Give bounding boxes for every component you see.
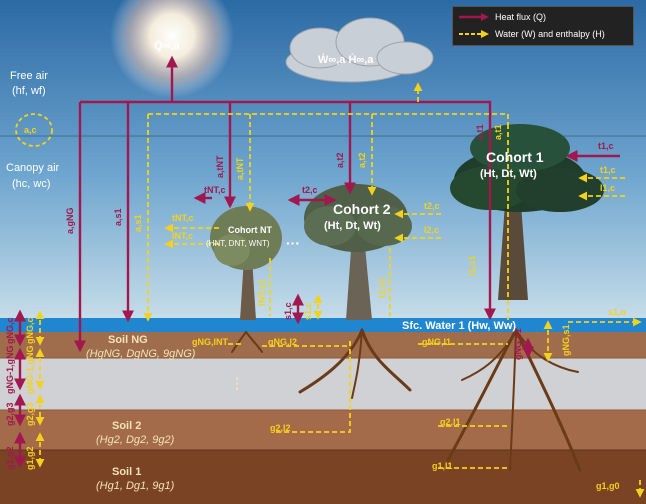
- canopy-air-state: (hc, wc): [12, 178, 51, 190]
- flux-a-t1: a,t1: [475, 124, 485, 140]
- legend: Heat flux (Q) Water (W) and enthalpy (H): [452, 6, 634, 46]
- flux-s1-c: s1,c: [283, 302, 293, 320]
- cohort-nt-tree: [210, 206, 282, 320]
- soil-middle-layer: [0, 358, 646, 410]
- flux-s1-c-water: s1,c: [303, 302, 313, 320]
- flux-gng-l2: gNG,l2: [268, 337, 298, 347]
- flux-lnt-c: lNT,c: [172, 231, 194, 241]
- soil-ng-name: Soil NG: [108, 334, 148, 346]
- flux-tnt-c-water: tNT,c: [172, 213, 194, 223]
- legend-water: Water (W) and enthalpy (H): [459, 29, 605, 39]
- cohort-nt-name: Cohort NT: [228, 225, 272, 235]
- flux-l2-c: l2,c: [424, 225, 440, 235]
- flux-gng-lnt: gNG,lNT: [192, 337, 228, 347]
- heat-flux-lines: [14, 55, 620, 469]
- flux-g1-g2: g1,g2: [5, 446, 15, 470]
- surface-water-label: Sfc. Water 1 (Hw, Ww): [402, 320, 517, 332]
- flux-gng-s1-water: gNG,s1: [561, 324, 571, 356]
- cohort-1-state: (Ht, Dt, Wt): [480, 168, 537, 180]
- flux-g1-l1: g1,l1: [432, 461, 453, 471]
- soil-2-layer: [0, 410, 646, 450]
- heat-arrow-icon: [459, 13, 489, 21]
- flux-gng-l1: gNG,l1: [422, 337, 452, 347]
- flux-gng-gng1: gNG-1,gNG: [5, 345, 15, 395]
- soil-ng-layer: [0, 332, 646, 358]
- flux-a-t2-water: a,t2: [357, 152, 367, 168]
- sun-icon: [110, 0, 234, 98]
- soil-1-state: (Hg1, Dg1, 9g1): [96, 480, 175, 492]
- flux-a-s1: a,s1: [113, 208, 123, 226]
- flux-t1-c: t1,c: [598, 141, 614, 151]
- flux-s1-o: s1,o: [608, 307, 627, 317]
- flux-l1-c: l1,c: [600, 183, 616, 193]
- cohort-1-tree: [450, 124, 604, 300]
- flux-a-s1-water: a,s1: [133, 214, 143, 232]
- cloud-flux-label: Ẇ∞,a Ḣ∞,a: [318, 54, 374, 66]
- flux-a-gng: a,gNG: [65, 207, 75, 234]
- water-flux-lines: [15, 82, 645, 498]
- free-air-state: (hf, wf): [12, 85, 46, 97]
- cohort-1-name: Cohort 1: [486, 149, 544, 165]
- flux-tnt-c: tNT,c: [204, 185, 226, 195]
- flux-g1-g2-water: g1,g2: [25, 446, 35, 470]
- flux-tnt-s1: tNT,s1: [257, 279, 267, 306]
- soil-ng-state: (HgNG, DgNG, 9gNG): [86, 348, 196, 360]
- cohort-2-name: Cohort 2: [333, 201, 391, 217]
- soil-2-name: Soil 2: [112, 420, 142, 432]
- flux-gng-s1: gNG,s1: [513, 328, 523, 360]
- flux-t2-c: t2,c: [302, 185, 318, 195]
- flux-t2-c-water: t2,c: [424, 201, 440, 211]
- legend-heat: Heat flux (Q): [459, 12, 546, 22]
- flux-g2-l1: g2,l1: [440, 417, 461, 427]
- flux-gng-gng1-water: gNG-1,gNG: [25, 345, 35, 395]
- surface-water-layer: [0, 318, 646, 332]
- cloud-icon: [285, 17, 434, 83]
- air-exchange-label: a,c: [24, 125, 37, 135]
- flux-t1-c-water: t1,c: [600, 165, 616, 175]
- soil-1-name: Soil 1: [112, 466, 142, 478]
- flux-g2-g3: g2,g3: [5, 402, 15, 426]
- flux-g1-g0: g1,g0: [596, 481, 620, 491]
- flux-a-t1-water: a,t1: [493, 124, 503, 140]
- legend-water-label: Water (W) and enthalpy (H): [495, 29, 605, 39]
- sun-flux-label: Q̇∞,a: [154, 40, 180, 52]
- free-air-title: Free air: [10, 70, 48, 82]
- water-arrow-icon: [459, 30, 489, 38]
- flux-t2-s1: t2,s1: [377, 277, 387, 298]
- cohort-nt-state: (HNT, DNT, WNT): [206, 239, 270, 248]
- flux-t1-s1: t1,s1: [467, 255, 477, 276]
- flux-a-t2: a,t2: [335, 152, 345, 168]
- cohort-ellipsis: ···: [286, 235, 300, 251]
- flux-gng-c: gNG,c: [5, 317, 15, 344]
- flux-a-tnt-water: a,tNT: [235, 157, 245, 181]
- soil-2-state: (Hg2, Dg2, 9g2): [96, 434, 175, 446]
- flux-g2-l2: g2,l2: [270, 423, 291, 433]
- flux-a-tnt: a,tNT: [215, 155, 225, 179]
- soil-ellipsis: ⋮: [230, 375, 244, 391]
- legend-heat-label: Heat flux (Q): [495, 12, 547, 22]
- flux-g2-g3-water: g2,g3: [25, 402, 35, 426]
- soil-1-layer: [0, 450, 646, 504]
- flux-gng-c-water: gNG,c: [25, 317, 35, 344]
- canopy-air-title: Canopy air: [6, 162, 60, 174]
- cohort-2-state: (Ht, Dt, Wt): [324, 220, 381, 232]
